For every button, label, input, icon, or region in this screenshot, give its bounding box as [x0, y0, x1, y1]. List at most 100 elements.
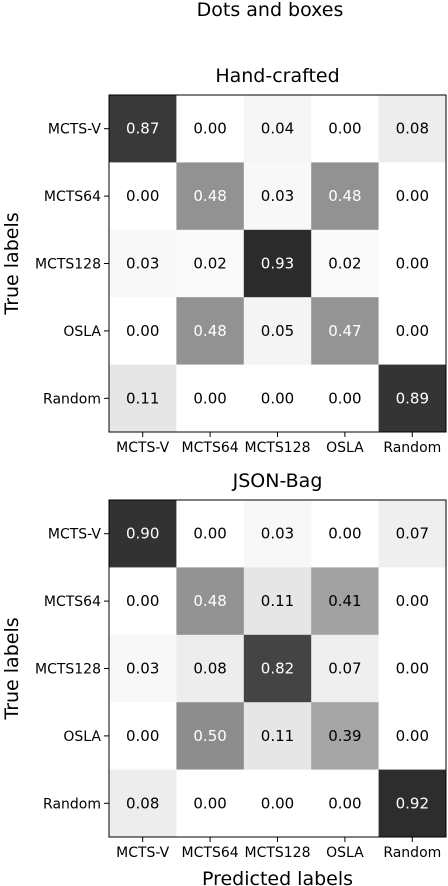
- cell-value-label: 0.00: [126, 322, 159, 340]
- cell-value-label: 0.00: [126, 727, 159, 745]
- x-axis-label: Predicted labels: [202, 868, 353, 886]
- cell-value-label: 0.07: [328, 660, 361, 678]
- cell-value-label: 0.00: [126, 187, 159, 205]
- heatmap-cell: [109, 364, 177, 433]
- heatmap-cell: [109, 162, 177, 231]
- y-tick-label: MCTS-V: [48, 527, 102, 543]
- heatmap-cell: [176, 229, 245, 298]
- cell-value-label: 0.00: [396, 592, 429, 610]
- figure-suptitle: Dots and boxes: [197, 0, 344, 21]
- y-tick-label: MCTS64: [44, 594, 101, 610]
- cell-value-label: 0.00: [193, 389, 226, 407]
- cell-value-label: 0.00: [193, 120, 226, 138]
- cell-value-label: 0.03: [126, 660, 159, 678]
- heatmap-cell: [109, 567, 177, 636]
- cell-value-label: 0.00: [396, 255, 429, 273]
- heatmap-cell: [243, 567, 312, 636]
- heatmap-cell: [311, 769, 379, 838]
- heatmap-panel-2: 0.90 0.00 0.03 0.00 0.07 0.00 0.48 0.11 0.41 0.00…: [1, 470, 447, 886]
- y-tick-label: MCTS64: [44, 189, 101, 205]
- heatmap-cell: [243, 702, 312, 770]
- heatmap-cell: [378, 702, 447, 770]
- cell-value-label: 0.47: [328, 322, 361, 340]
- heatmap-cell: [176, 162, 245, 231]
- cell-value-label: 0.05: [261, 322, 294, 340]
- cell-value-label: 0.87: [126, 120, 159, 138]
- heatmap-cell: [378, 95, 447, 163]
- heatmap-cell: [378, 162, 447, 231]
- x-tick-label: Random: [383, 440, 441, 456]
- heatmap-cell: [311, 702, 379, 770]
- y-tick-label: MCTS128: [35, 662, 101, 678]
- x-tick-label: MCTS-V: [116, 845, 170, 861]
- heatmap-cell: [176, 769, 245, 838]
- cell-value-label: 0.02: [328, 255, 361, 273]
- cell-value-label: 0.00: [328, 120, 361, 138]
- cell-value-label: 0.39: [328, 727, 361, 745]
- cell-value-label: 0.11: [261, 592, 294, 610]
- heatmap-cell: [311, 567, 379, 636]
- cell-value-label: 0.00: [328, 525, 361, 543]
- heatmap-cell: [176, 297, 245, 365]
- cell-value-label: 0.92: [396, 794, 429, 812]
- x-tick-label: OSLA: [326, 845, 364, 861]
- cell-value-label: 0.48: [193, 322, 226, 340]
- y-tick-label: OSLA: [63, 324, 101, 340]
- heatmap-cell: [176, 364, 245, 433]
- cell-value-label: 0.02: [193, 255, 226, 273]
- heatmap-cell: [243, 162, 312, 231]
- heatmap-cell: [176, 500, 245, 568]
- heatmap-cell: [243, 297, 312, 365]
- cell-value-label: 0.03: [126, 255, 159, 273]
- cell-value-label: 0.41: [328, 592, 361, 610]
- heatmap-cell: [378, 364, 447, 433]
- cell-value-label: 0.08: [396, 120, 429, 138]
- heatmap-cell: [109, 95, 177, 163]
- heatmap-cell: [243, 500, 312, 568]
- y-tick-label: Random: [43, 796, 101, 812]
- y-axis-label: True labels: [1, 212, 23, 315]
- heatmap-cell: [378, 229, 447, 298]
- cell-value-label: 0.00: [328, 389, 361, 407]
- x-tick-label: Random: [383, 845, 441, 861]
- heatmap-cell: [311, 297, 379, 365]
- cell-value-label: 0.00: [126, 592, 159, 610]
- cell-value-label: 0.00: [396, 187, 429, 205]
- cell-value-label: 0.00: [396, 727, 429, 745]
- cell-value-label: 0.48: [193, 592, 226, 610]
- x-tick-label: MCTS128: [244, 440, 310, 456]
- heatmap-cell: [378, 567, 447, 636]
- cell-value-label: 0.82: [261, 660, 294, 678]
- y-tick-label: OSLA: [63, 729, 101, 745]
- heatmap-cell: [243, 634, 312, 703]
- cell-value-label: 0.04: [261, 120, 294, 138]
- heatmap-cell: [109, 229, 177, 298]
- heatmap-cell: [109, 702, 177, 770]
- cell-value-label: 0.48: [193, 187, 226, 205]
- heatmap-cell: [378, 500, 447, 568]
- heatmap-cell: [311, 634, 379, 703]
- heatmap-cell: [311, 500, 379, 568]
- heatmap-cell: [243, 229, 312, 298]
- heatmap-cell: [378, 297, 447, 365]
- x-tick-label: MCTS64: [182, 845, 239, 861]
- cell-value-label: 0.03: [261, 187, 294, 205]
- x-tick-label: OSLA: [326, 440, 364, 456]
- y-tick-label: Random: [43, 391, 101, 407]
- heatmap-cell: [109, 297, 177, 365]
- cell-value-label: 0.89: [396, 389, 429, 407]
- heatmap-cell: [378, 634, 447, 703]
- heatmap-cell: [176, 95, 245, 163]
- heatmap-cell: [243, 769, 312, 838]
- heatmap-cell: [176, 702, 245, 770]
- cell-value-label: 0.08: [193, 660, 226, 678]
- cell-value-label: 0.00: [261, 794, 294, 812]
- x-tick-label: MCTS64: [182, 440, 239, 456]
- cell-value-label: 0.07: [396, 525, 429, 543]
- heatmap-cell: [109, 769, 177, 838]
- heatmap-cell: [176, 634, 245, 703]
- panel-title: JSON-Bag: [232, 470, 323, 492]
- y-tick-label: MCTS128: [35, 257, 101, 273]
- heatmap-cell: [311, 95, 379, 163]
